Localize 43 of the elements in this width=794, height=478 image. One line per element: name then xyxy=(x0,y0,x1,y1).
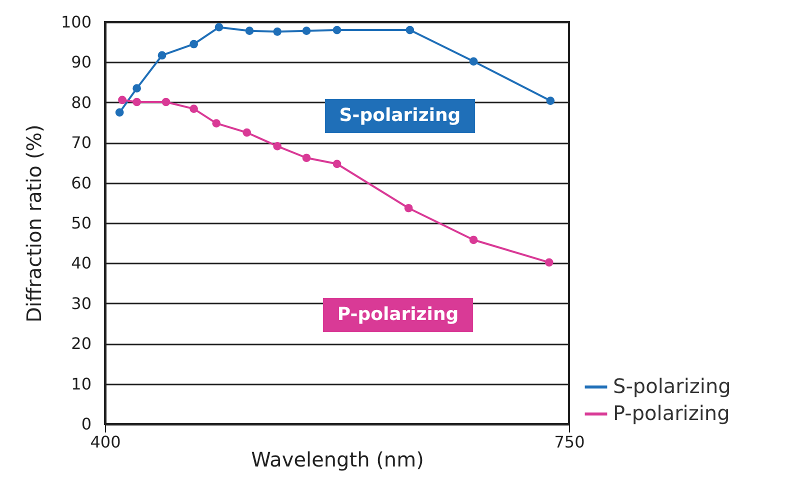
y-tick-label: 70 xyxy=(71,133,92,152)
point xyxy=(302,154,311,162)
y-tick-label: 20 xyxy=(71,334,92,354)
point xyxy=(273,27,282,36)
legend-label: S-polarizing xyxy=(613,374,731,398)
y-tick-label: 100 xyxy=(60,12,92,32)
point xyxy=(302,26,311,36)
y-tick-label: 40 xyxy=(71,254,92,273)
point xyxy=(115,108,124,117)
point xyxy=(242,128,252,137)
point xyxy=(118,96,126,104)
y-tick-label: 30 xyxy=(71,294,92,313)
annotation: P-polarizing xyxy=(337,304,459,325)
y-tick-label: 0 xyxy=(81,414,92,434)
point xyxy=(132,98,141,106)
point xyxy=(469,236,478,244)
point xyxy=(190,40,198,48)
y-tick-label: 80 xyxy=(71,92,92,112)
annotation: S-polarizing xyxy=(339,105,461,126)
point xyxy=(132,84,141,93)
legend-label: P-polarizing xyxy=(613,401,730,425)
point xyxy=(214,23,224,32)
point xyxy=(212,119,221,128)
x-axis-title: Wavelength (nm) xyxy=(251,448,424,472)
point xyxy=(190,104,198,114)
x-tick-label: 400 xyxy=(90,432,121,452)
y-tick-label: 90 xyxy=(71,52,92,72)
point xyxy=(158,51,166,60)
y-axis-title: Diffraction ratio (%) xyxy=(22,124,46,322)
point xyxy=(544,258,554,267)
point xyxy=(469,57,478,66)
point xyxy=(245,26,254,36)
point xyxy=(162,98,170,106)
point xyxy=(332,160,342,168)
y-tick-label: 10 xyxy=(71,374,92,394)
point xyxy=(273,142,282,150)
point xyxy=(546,96,555,105)
point xyxy=(404,204,413,212)
y-tick-label: 50 xyxy=(71,214,92,232)
x-tick-label: 750 xyxy=(554,432,585,452)
point xyxy=(332,26,342,34)
y-tick-label: 60 xyxy=(71,173,92,192)
point xyxy=(406,26,414,34)
